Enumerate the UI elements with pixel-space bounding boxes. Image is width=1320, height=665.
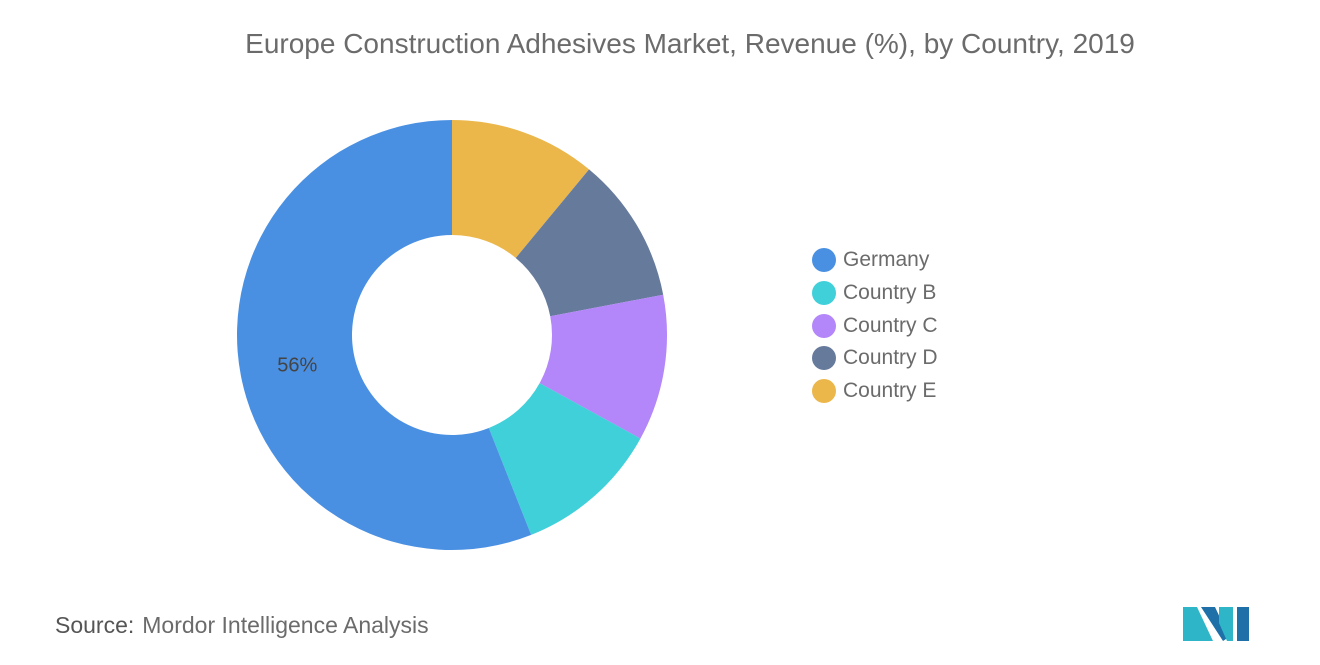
- legend-item: Country E: [812, 375, 938, 408]
- data-label-germany: 56%: [277, 355, 317, 377]
- legend-swatch: [812, 379, 836, 404]
- legend-label: Germany: [843, 248, 930, 272]
- legend-label: Country E: [843, 379, 937, 403]
- legend-label: Country C: [843, 313, 938, 337]
- source-note: Source: Mordor Intelligence Analysis: [55, 612, 429, 639]
- chart-title: Europe Construction Adhesives Market, Re…: [245, 28, 1135, 59]
- legend-swatch: [812, 313, 836, 338]
- legend-item: Country D: [812, 342, 938, 375]
- source-label: Source:: [55, 612, 135, 638]
- slice-country-d: [515, 169, 664, 317]
- legend-item: Germany: [812, 244, 938, 277]
- legend-label: Country D: [843, 346, 938, 370]
- legend-item: Country C: [812, 309, 938, 342]
- legend-item: Country B: [812, 277, 938, 310]
- legend-swatch: [812, 281, 836, 306]
- donut-chart: 56%: [237, 120, 667, 550]
- legend-swatch: [812, 248, 836, 273]
- mordor-intelligence-logo: [1183, 607, 1249, 641]
- legend: Germany Country B Country C Country D Countr…: [812, 244, 938, 407]
- source-text: Mordor Intelligence Analysis: [142, 612, 429, 638]
- slice-country-c: [539, 294, 667, 439]
- legend-swatch: [812, 346, 836, 371]
- legend-label: Country B: [843, 281, 937, 305]
- slice-country-b: [488, 383, 641, 535]
- slice-country-e: [452, 120, 590, 258]
- slice-germany: [237, 120, 532, 550]
